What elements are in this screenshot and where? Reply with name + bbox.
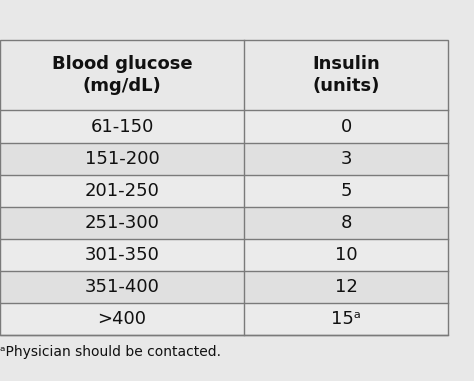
Text: 8: 8 — [340, 214, 352, 232]
Bar — [0, 110, 244, 142]
Text: >400: >400 — [98, 310, 146, 328]
Text: 12: 12 — [335, 278, 357, 296]
Bar — [244, 175, 448, 207]
Text: 251-300: 251-300 — [85, 214, 159, 232]
Text: 201-250: 201-250 — [85, 182, 159, 200]
Text: 5: 5 — [340, 182, 352, 200]
Text: Blood glucose
(mg/dL): Blood glucose (mg/dL) — [52, 55, 192, 95]
Bar — [0, 239, 244, 271]
Text: 151-200: 151-200 — [85, 150, 159, 168]
Text: 10: 10 — [335, 246, 357, 264]
Text: ᵃPhysician should be contacted.: ᵃPhysician should be contacted. — [0, 345, 221, 359]
Bar — [244, 207, 448, 239]
Text: Insulin
(units): Insulin (units) — [312, 55, 380, 95]
Text: 301-350: 301-350 — [85, 246, 159, 264]
Bar — [0, 271, 244, 303]
Text: 61-150: 61-150 — [91, 118, 154, 136]
Text: 15ᵃ: 15ᵃ — [331, 310, 361, 328]
Bar — [244, 110, 448, 142]
Bar — [0, 207, 244, 239]
Text: 0: 0 — [340, 118, 352, 136]
Bar — [0, 142, 244, 175]
Bar — [244, 271, 448, 303]
Text: 3: 3 — [340, 150, 352, 168]
Bar — [244, 239, 448, 271]
Bar — [0, 303, 244, 335]
Bar — [0, 175, 244, 207]
Text: 351-400: 351-400 — [85, 278, 159, 296]
Bar — [244, 303, 448, 335]
Bar — [244, 142, 448, 175]
